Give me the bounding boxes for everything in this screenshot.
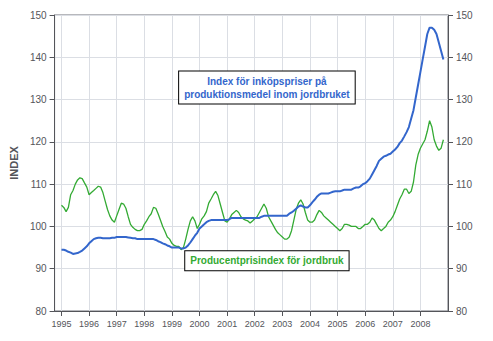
svg-text:1999: 1999 <box>162 319 182 329</box>
svg-text:INDEX: INDEX <box>8 146 20 180</box>
svg-text:2002: 2002 <box>245 319 265 329</box>
svg-text:110: 110 <box>456 179 472 190</box>
svg-text:1998: 1998 <box>134 319 154 329</box>
svg-text:150: 150 <box>30 10 47 21</box>
svg-text:80: 80 <box>35 306 47 317</box>
svg-text:90: 90 <box>35 263 47 274</box>
svg-text:90: 90 <box>456 263 468 274</box>
svg-text:100: 100 <box>456 221 473 232</box>
svg-text:110: 110 <box>31 179 47 190</box>
svg-text:100: 100 <box>30 221 47 232</box>
svg-text:2007: 2007 <box>383 319 403 329</box>
svg-text:Index för inköpspriser på: Index för inköpspriser på <box>207 76 327 87</box>
svg-text:Producentprisindex för jordbru: Producentprisindex för jordbruk <box>190 255 344 266</box>
svg-text:2004: 2004 <box>300 319 320 329</box>
svg-text:2000: 2000 <box>190 319 210 329</box>
svg-text:1997: 1997 <box>107 319 127 329</box>
svg-text:120: 120 <box>456 136 473 147</box>
svg-text:140: 140 <box>30 52 47 63</box>
svg-text:1995: 1995 <box>51 319 71 329</box>
svg-text:produktionsmedel inom jordbruk: produktionsmedel inom jordbruket <box>184 89 350 100</box>
svg-text:2006: 2006 <box>355 319 375 329</box>
svg-text:150: 150 <box>456 10 473 21</box>
svg-text:120: 120 <box>30 136 47 147</box>
svg-text:1996: 1996 <box>79 319 99 329</box>
svg-text:2003: 2003 <box>272 319 292 329</box>
svg-text:2001: 2001 <box>217 319 237 329</box>
svg-text:130: 130 <box>30 94 47 105</box>
svg-text:130: 130 <box>456 94 473 105</box>
svg-text:140: 140 <box>456 52 473 63</box>
svg-text:2005: 2005 <box>328 319 348 329</box>
svg-text:2008: 2008 <box>410 319 430 329</box>
svg-text:80: 80 <box>456 306 468 317</box>
